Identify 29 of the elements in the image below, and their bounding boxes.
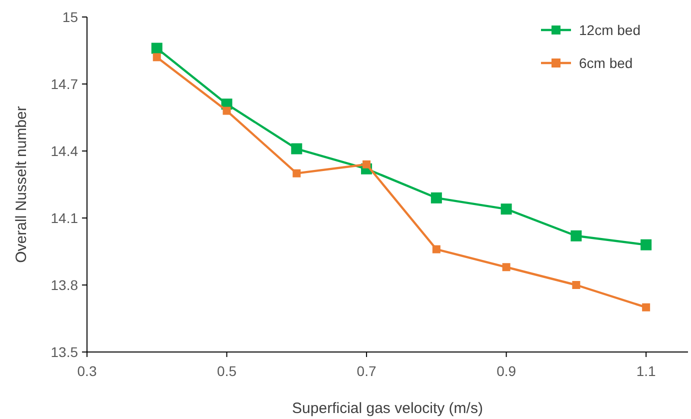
point [362,160,371,168]
x-tick-label: 0.7 [356,363,376,379]
y-axis-title: Overall Nusselt number [13,106,30,263]
legend-label: 6cm bed [579,54,633,71]
x-tick-label: 0.9 [496,363,516,379]
point [151,42,162,54]
x-tick-label: 0.3 [77,363,97,379]
point [292,169,301,178]
y-tick-label: 14.4 [50,142,78,159]
x-tick-label: 0.5 [217,363,237,379]
point [430,192,442,204]
point [572,281,580,289]
point [432,245,440,254]
point [152,53,161,62]
y-tick-label: 14.7 [50,76,78,92]
point [570,230,582,242]
x-tick-label: 1.1 [636,363,656,379]
y-tick-label: 13.8 [50,276,78,293]
point [502,263,510,272]
y-tick-label: 14.1 [50,210,78,226]
point [640,239,652,250]
point [642,303,650,312]
point [291,143,302,154]
legend-label: 12cm bed [579,22,640,38]
y-tick-label: 13.5 [50,344,78,360]
point [500,204,512,215]
x-axis-title: Superficial gas velocity (m/s) [292,400,483,417]
y-tick-label: 15 [62,8,78,25]
point [222,106,231,115]
